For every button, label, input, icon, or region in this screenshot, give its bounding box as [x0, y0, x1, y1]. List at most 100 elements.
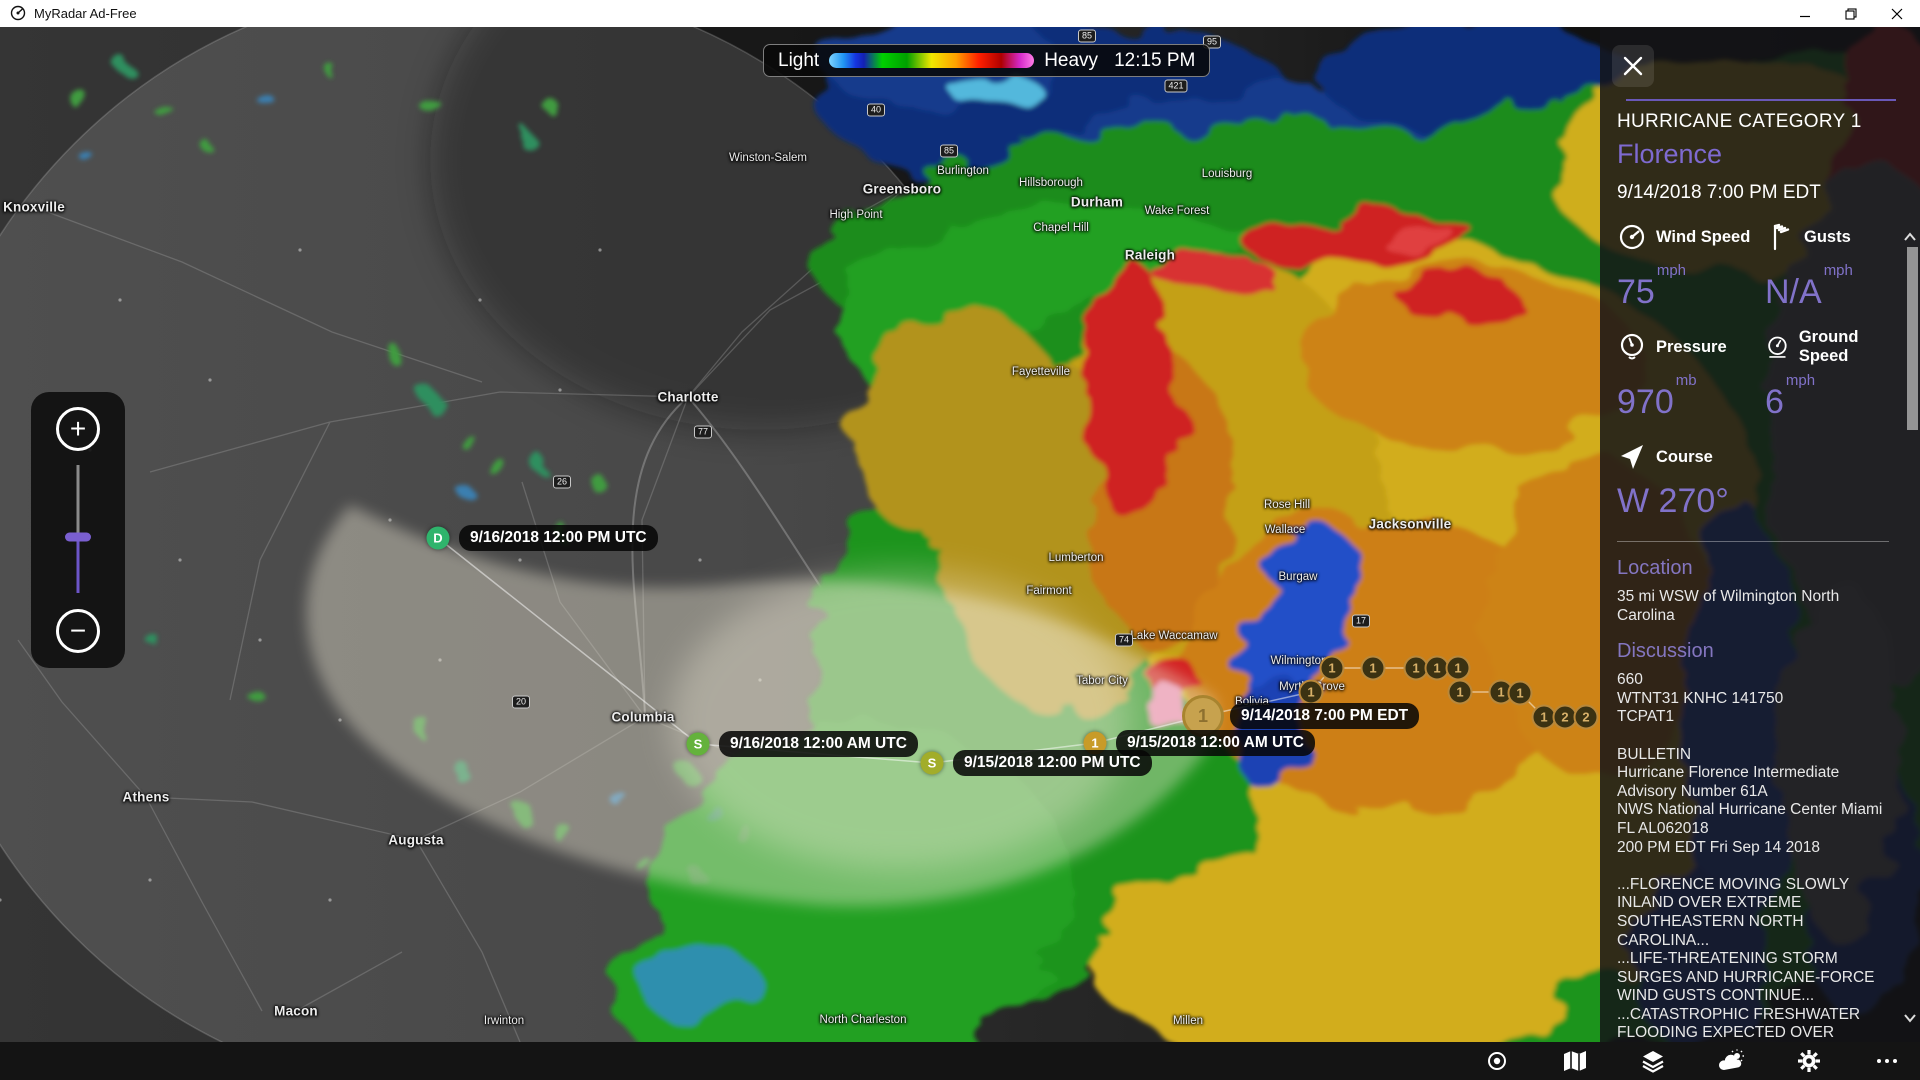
past-track-marker[interactable]: 2 — [1573, 704, 1599, 730]
city-label: Winston-Salem — [729, 152, 807, 164]
storm-info-panel: HURRICANE CATEGORY 1 Florence 9/14/2018 … — [1600, 27, 1920, 1042]
city-label: High Point — [829, 209, 883, 221]
track-marker-storm[interactable]: S — [686, 732, 710, 756]
location-header: Location — [1617, 557, 1693, 579]
city-label: Athens — [122, 789, 170, 805]
speedometer-icon — [1768, 336, 1787, 358]
pressure-gauge-icon — [1620, 333, 1644, 360]
city-label: Hillsborough — [1019, 177, 1083, 189]
layers-button[interactable] — [1636, 1042, 1670, 1080]
close-window-button[interactable] — [1874, 0, 1920, 27]
city-label: Greensboro — [862, 181, 942, 197]
stat-value: W 270° — [1617, 482, 1729, 520]
city-label: Burgaw — [1278, 571, 1318, 583]
intensity-gradient-bar — [829, 53, 1035, 68]
past-track-marker[interactable]: 1 — [1507, 680, 1533, 706]
past-track-marker[interactable]: 1 — [1319, 655, 1345, 681]
stat-wind-speed: Wind Speed 75mph — [1617, 220, 1765, 312]
city-label: Millen — [1172, 1015, 1204, 1027]
past-track-marker[interactable]: 1 — [1424, 655, 1450, 681]
city-label: Lake Waccamaw — [1130, 630, 1218, 642]
stat-value: 6 — [1765, 383, 1784, 421]
city-label: Knoxville — [3, 199, 65, 215]
section-divider — [1617, 541, 1889, 542]
discussion-text: 660 WTNT31 KNHC 141750 TCPAT1 BULLETIN H… — [1617, 671, 1883, 1042]
city-label: Wake Forest — [1144, 205, 1210, 217]
location-target-button[interactable] — [1480, 1042, 1514, 1080]
city-label: Irwinton — [483, 1015, 525, 1027]
track-time-label-current: 9/14/2018 7:00 PM EDT — [1230, 703, 1420, 729]
past-track-marker[interactable]: 1 — [1447, 679, 1473, 705]
city-label: Fairmont — [1026, 585, 1072, 597]
storm-name: Florence — [1617, 139, 1723, 169]
zoom-in-button[interactable]: + — [56, 407, 100, 451]
window-title-bar: MyRadar Ad-Free — [0, 0, 1920, 27]
past-track-marker[interactable]: 1 — [1531, 704, 1557, 730]
city-label: Wallace — [1264, 524, 1306, 536]
city-label: Wilmington — [1270, 655, 1328, 667]
close-icon — [1623, 56, 1643, 76]
stat-unit: mph — [1823, 262, 1853, 279]
past-track-marker[interactable]: 1 — [1445, 655, 1471, 681]
discussion-header: Discussion — [1617, 640, 1714, 663]
zoom-slider-track-upper[interactable] — [76, 465, 80, 537]
zoom-slider-track-lower[interactable] — [76, 537, 80, 593]
weather-button[interactable] — [1714, 1042, 1748, 1080]
road-shield: 20 — [511, 695, 531, 709]
stat-gusts: Gusts N/Amph — [1765, 220, 1893, 312]
road-shield: 74 — [1114, 633, 1134, 647]
track-marker-depression[interactable]: D — [426, 526, 450, 550]
past-track-marker[interactable]: 1 — [1360, 655, 1386, 681]
city-label: Burlington — [937, 165, 989, 177]
accent-divider — [1626, 99, 1896, 101]
restore-button[interactable] — [1828, 0, 1874, 27]
window-title: MyRadar Ad-Free — [34, 6, 137, 21]
location-target-icon — [1488, 1052, 1506, 1070]
more-options-button[interactable] — [1870, 1042, 1904, 1080]
radar-timestamp: 12:15 PM — [1114, 49, 1196, 71]
bottom-toolbar — [0, 1042, 1920, 1080]
track-time-label: 9/15/2018 12:00 AM UTC — [1116, 730, 1315, 756]
stat-unit: mph — [1785, 372, 1816, 389]
minimize-button[interactable] — [1782, 0, 1828, 27]
city-label: Tabor City — [1076, 675, 1128, 687]
stat-label: Wind Speed — [1656, 227, 1751, 246]
city-label: Chapel Hill — [1033, 222, 1089, 234]
track-marker-storm[interactable]: S — [920, 751, 944, 775]
app-logo-icon — [10, 5, 26, 26]
gear-icon — [1798, 1050, 1820, 1072]
city-label: Lumberton — [1048, 552, 1104, 564]
weather-cloud-sun-icon — [1719, 1049, 1744, 1071]
ellipsis-icon — [1877, 1059, 1897, 1063]
legend-heavy-label: Heavy — [1044, 49, 1099, 71]
storm-category: HURRICANE CATEGORY 1 — [1617, 111, 1862, 132]
road-shield: 40 — [866, 103, 886, 117]
map-style-button[interactable] — [1558, 1042, 1592, 1080]
stat-ground-speed: Ground Speed 6mph — [1765, 328, 1893, 422]
city-label: Louisburg — [1201, 168, 1253, 180]
city-label: Raleigh — [1124, 247, 1176, 263]
advisory-datetime: 9/14/2018 7:00 PM EDT — [1617, 182, 1821, 203]
past-track-marker[interactable]: 1 — [1298, 679, 1324, 705]
zoom-slider-thumb[interactable] — [65, 532, 91, 542]
settings-button[interactable] — [1792, 1042, 1826, 1080]
stat-value: 970 — [1617, 383, 1674, 421]
panel-scrollbar-thumb[interactable] — [1907, 247, 1918, 430]
stat-pressure: Pressure 970mb — [1617, 330, 1765, 422]
zoom-out-button[interactable]: − — [56, 609, 100, 653]
stat-value: 75 — [1617, 273, 1655, 311]
scroll-down-arrow[interactable] — [1903, 1010, 1917, 1028]
city-label: Rose Hill — [1263, 499, 1311, 511]
stat-label: Ground Speed — [1798, 328, 1859, 365]
track-marker-cat1[interactable]: 1 — [1083, 731, 1107, 755]
track-time-label: 9/16/2018 12:00 PM UTC — [459, 525, 658, 551]
gauge-icon — [1619, 224, 1645, 250]
scroll-up-arrow[interactable] — [1903, 229, 1917, 247]
radar-intensity-legend: Light Heavy 12:15 PM — [763, 44, 1211, 77]
city-label: Charlotte — [657, 389, 719, 405]
wind-flag-icon — [1773, 223, 1790, 251]
stat-unit: mph — [1656, 262, 1687, 279]
close-panel-button[interactable] — [1612, 45, 1654, 87]
map-icon — [1564, 1051, 1586, 1071]
location-text: 35 mi WSW of Wilmington North Carolina — [1617, 588, 1840, 624]
